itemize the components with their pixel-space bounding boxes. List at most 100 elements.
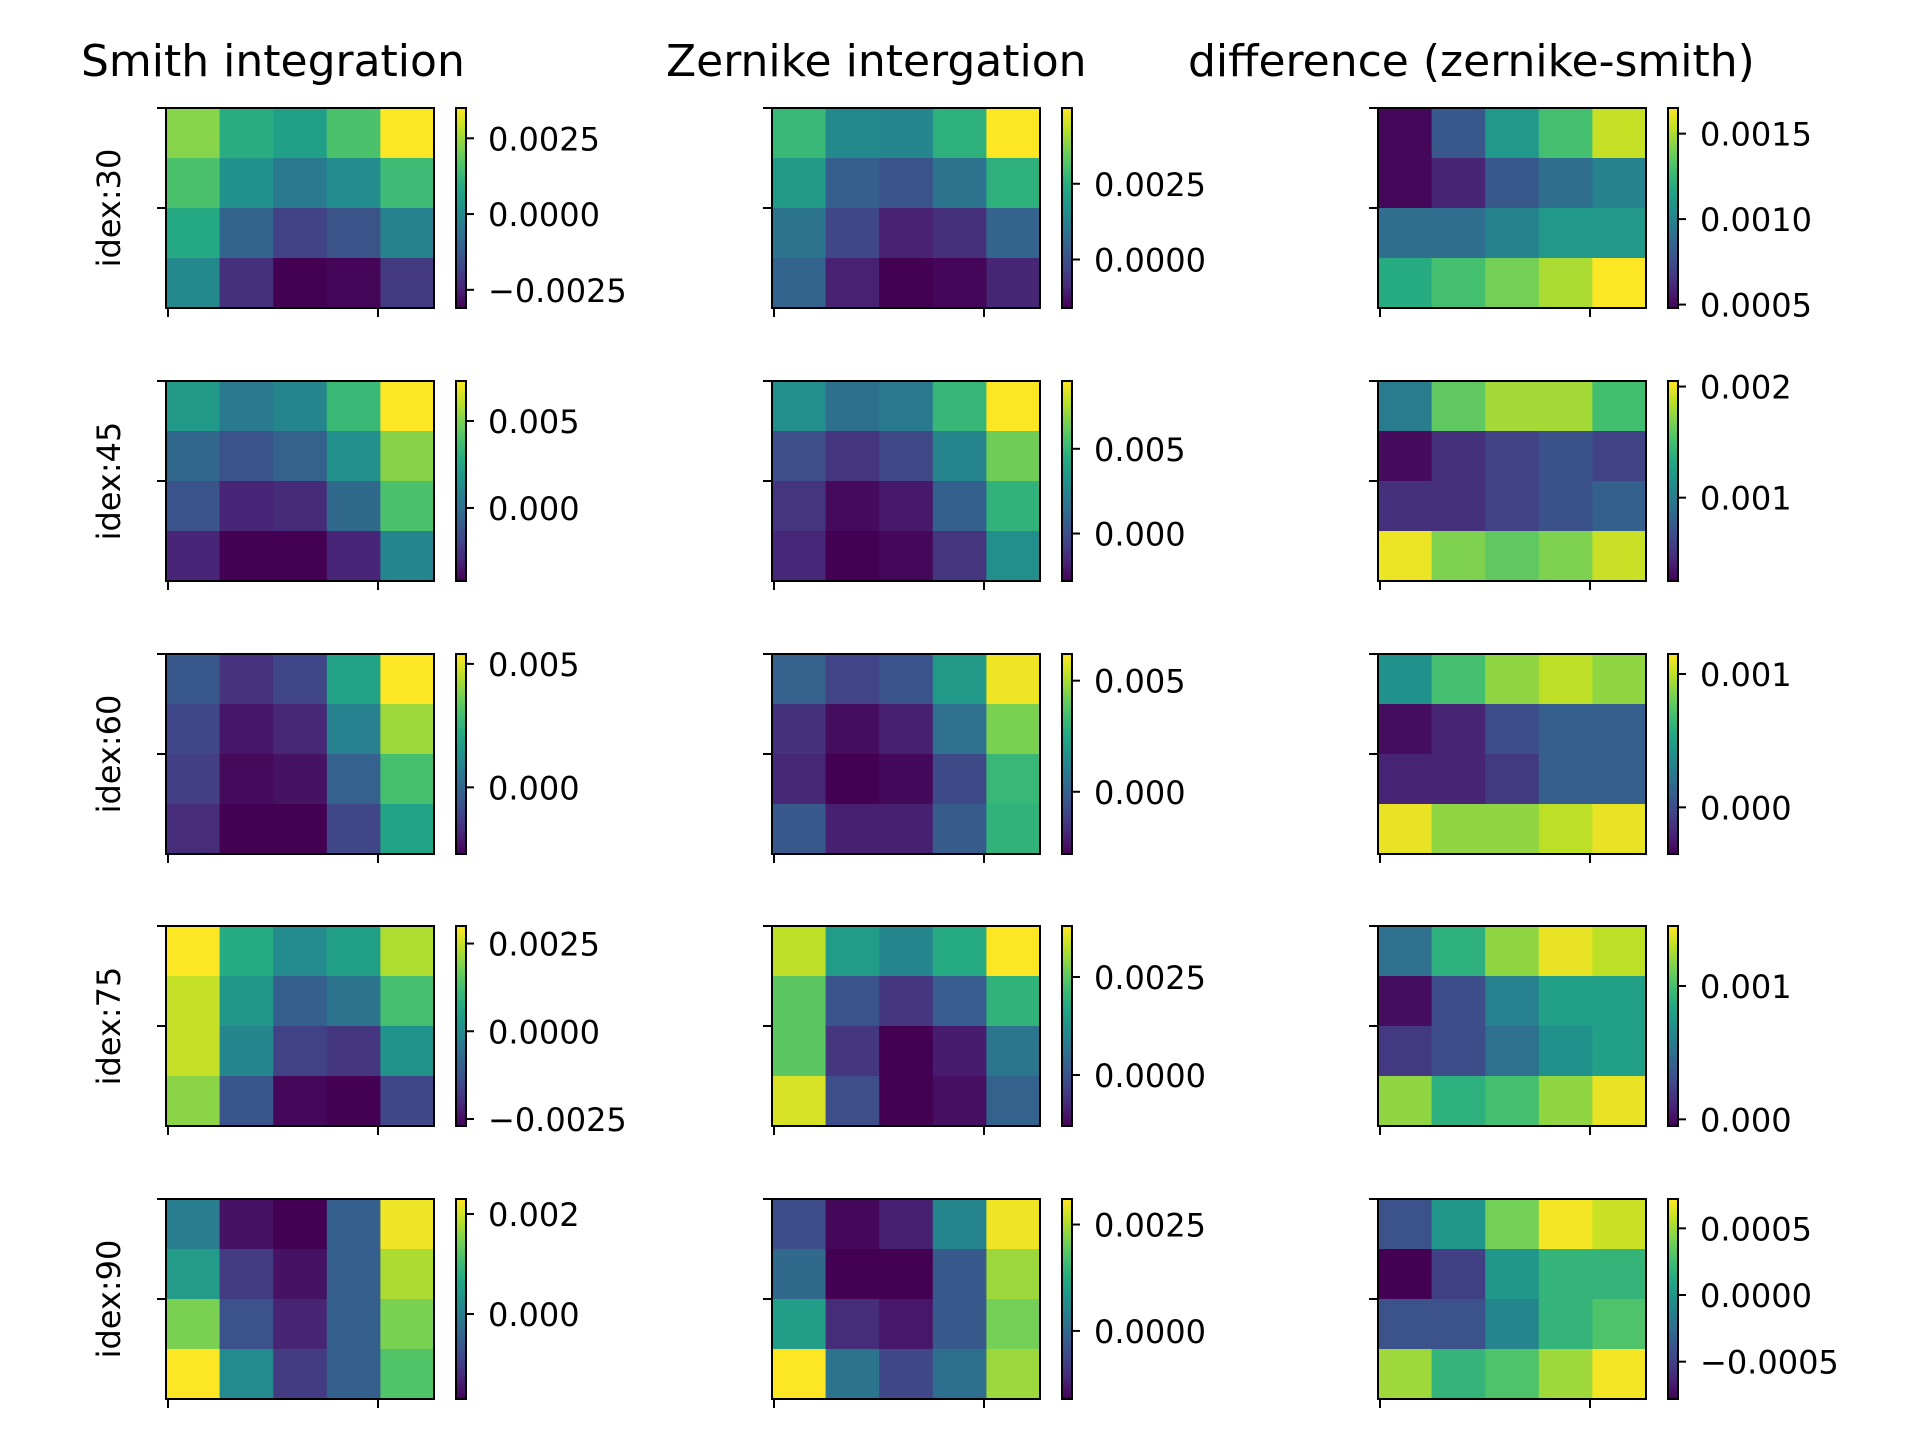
heatmap-cell <box>825 1026 880 1077</box>
colorbar-segment <box>1062 787 1072 792</box>
heatmap-cell <box>1431 431 1486 482</box>
colorbar-segment <box>1668 697 1678 702</box>
colorbar-segment <box>456 694 466 698</box>
colorbar-segment <box>456 554 466 559</box>
colorbar-segment <box>456 381 466 385</box>
heatmap-cell <box>825 1076 880 1127</box>
colorbar-segment <box>1062 847 1072 852</box>
colorbar-segment <box>1062 1265 1072 1270</box>
heatmap-cell <box>932 381 987 432</box>
heatmap-cell <box>879 754 934 805</box>
colorbar-segment <box>1668 281 1678 286</box>
heatmap-cell <box>219 1249 274 1300</box>
colorbar-segment <box>456 228 466 232</box>
colorbar-segment <box>1668 660 1678 665</box>
heatmap-cell <box>166 754 221 805</box>
heatmap-cell <box>1538 704 1593 755</box>
colorbar-segment <box>456 932 466 937</box>
heatmap-cell <box>380 1026 435 1077</box>
colorbar-tick-label: 0.0015 <box>1700 116 1812 154</box>
colorbar-segment <box>456 268 466 272</box>
heatmap-cell <box>380 108 435 159</box>
colorbar-segment <box>1668 797 1678 802</box>
colorbar-segment <box>456 1122 466 1127</box>
colorbar-segment <box>456 1389 466 1393</box>
colorbar-segment <box>1668 464 1678 469</box>
colorbar-segment <box>456 660 466 665</box>
colorbar-segment <box>456 774 466 778</box>
colorbar-segment <box>1062 424 1072 429</box>
colorbar-segment <box>1668 724 1678 728</box>
colorbar-segment <box>456 1009 466 1014</box>
colorbar-segment <box>456 847 466 852</box>
colorbar: 0.001 0.000 <box>1667 653 1792 855</box>
colorbar-segment <box>1668 1202 1678 1207</box>
heatmap-cell <box>326 108 381 159</box>
colorbar-tick-label: 0.000 <box>1094 774 1186 812</box>
heatmap-cell <box>1538 1026 1593 1077</box>
colorbar-segment <box>1668 491 1678 495</box>
heatmap-cell <box>326 926 381 977</box>
heatmap-cell <box>1485 1299 1540 1350</box>
colorbar-segment <box>1062 820 1072 825</box>
colorbar-segment <box>1062 1056 1072 1060</box>
colorbar-segment <box>1062 724 1072 728</box>
colorbar-segment <box>1062 514 1072 519</box>
heatmap-cell <box>166 258 221 309</box>
colorbar-segment <box>1062 577 1072 582</box>
heatmap-cell <box>380 1349 435 1400</box>
colorbar-segment <box>1668 188 1678 192</box>
colorbar-segment <box>456 1295 466 1300</box>
colorbar-segment <box>1668 434 1678 439</box>
colorbar-segment <box>1668 221 1678 226</box>
heatmap-cell <box>166 1299 221 1350</box>
colorbar-segment <box>456 457 466 462</box>
colorbar-segment <box>456 1239 466 1243</box>
heatmap-cell <box>219 258 274 309</box>
colorbar-segment <box>1062 521 1072 525</box>
colorbar-segment <box>1062 447 1072 452</box>
colorbar-segment <box>1062 1372 1072 1377</box>
colorbar-segment <box>456 1285 466 1290</box>
heatmap-cell <box>326 976 381 1027</box>
colorbar-segment <box>1062 1022 1072 1027</box>
colorbar-segment <box>1062 810 1072 815</box>
heatmap-cell <box>825 976 880 1027</box>
colorbar-segment <box>456 291 466 296</box>
colorbar-segment <box>1062 1205 1072 1210</box>
colorbar-segment <box>456 164 466 169</box>
colorbar-segment <box>1062 814 1072 818</box>
colorbar-frame <box>455 653 467 855</box>
colorbar-segment <box>1668 677 1678 682</box>
heatmap-cell <box>219 1026 274 1077</box>
colorbar-segment <box>456 827 466 832</box>
colorbar-segment <box>1668 494 1678 499</box>
heatmap-cell <box>879 1076 934 1127</box>
colorbar-segment <box>456 251 466 256</box>
colorbar-segment <box>456 394 466 399</box>
colorbar-segment <box>456 1026 466 1030</box>
heatmap-cell <box>380 804 435 855</box>
colorbar-segment <box>456 1302 466 1307</box>
colorbar-segment <box>1668 1249 1678 1253</box>
colorbar-segment <box>1668 989 1678 994</box>
colorbar-segment <box>1668 1199 1678 1203</box>
colorbar-segment <box>1668 690 1678 695</box>
colorbar-segment <box>456 724 466 728</box>
colorbar-segment <box>456 294 466 299</box>
heatmap-cell <box>825 926 880 977</box>
colorbar-segment <box>1062 700 1072 705</box>
heatmap-cell <box>1378 1199 1433 1250</box>
colorbar-segment <box>1668 1122 1678 1127</box>
colorbar-segment <box>1668 804 1678 808</box>
colorbar-segment <box>456 1332 466 1337</box>
colorbar-segment <box>1062 1302 1072 1307</box>
colorbar-segment <box>456 258 466 262</box>
colorbar-segment <box>1668 674 1678 678</box>
colorbar-segment <box>1062 1116 1072 1120</box>
colorbar-segment <box>1062 1036 1072 1040</box>
colorbar-segment <box>456 1036 466 1040</box>
colorbar-segment <box>1668 291 1678 296</box>
colorbar-segment <box>1668 1016 1678 1020</box>
colorbar-segment <box>1062 1292 1072 1297</box>
